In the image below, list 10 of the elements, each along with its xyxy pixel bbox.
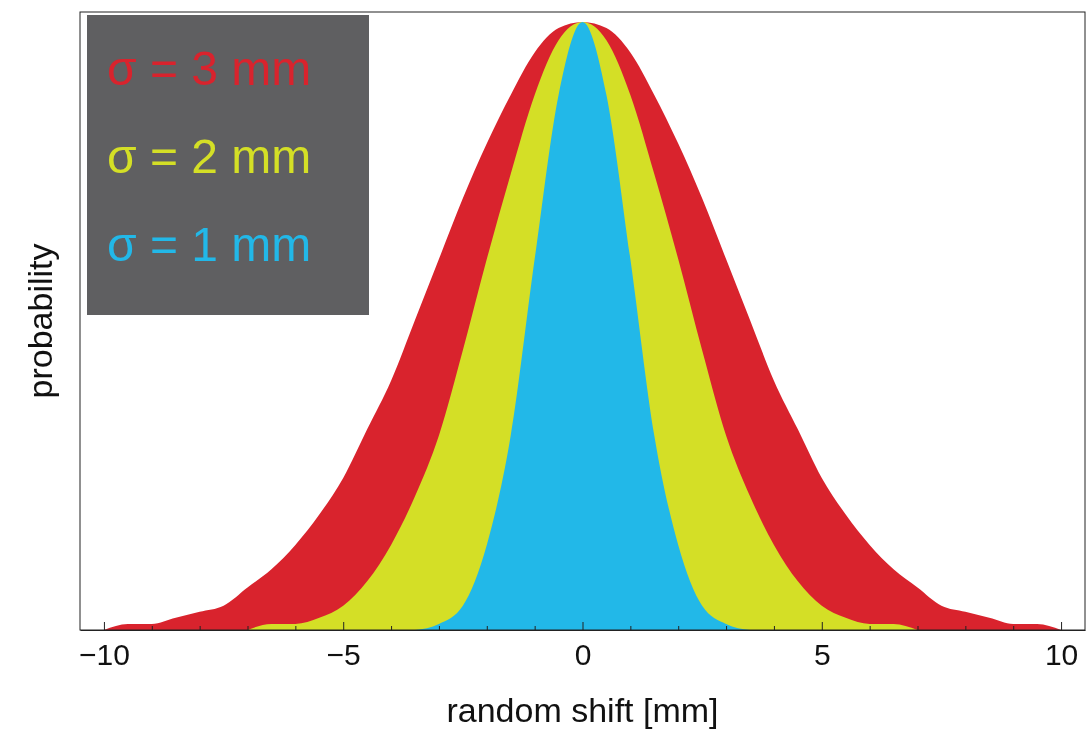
x-tick-label: 10 xyxy=(1044,638,1079,672)
x-tick-label: 0 xyxy=(574,638,592,672)
x-tick-label: −10 xyxy=(78,638,130,672)
text: σ = 3 mm xyxy=(107,42,312,95)
x-axis-title: random shift [mm] xyxy=(446,691,719,729)
x-tick-label: 5 xyxy=(813,638,831,672)
y-axis-title: probability xyxy=(21,243,59,399)
text: σ = 1 mm xyxy=(107,218,312,271)
x-tick-label: −5 xyxy=(326,638,361,672)
text: σ = 2 mm xyxy=(107,130,312,183)
